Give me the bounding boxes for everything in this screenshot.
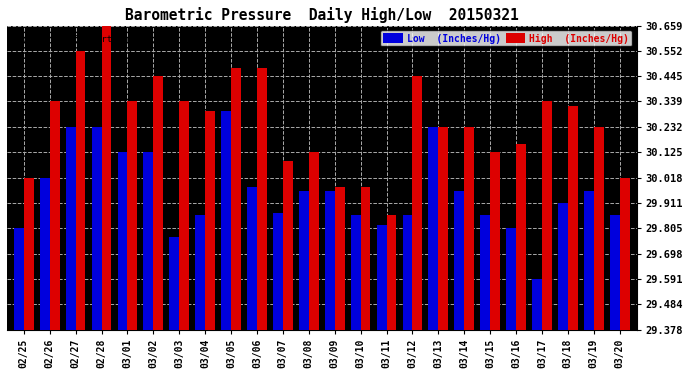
Bar bbox=[620, 178, 629, 330]
Legend: Low  (Inches/Hg), High  (Inches/Hg): Low (Inches/Hg), High (Inches/Hg) bbox=[380, 30, 631, 46]
Bar bbox=[464, 127, 474, 330]
Bar bbox=[516, 144, 526, 330]
Bar bbox=[455, 192, 464, 330]
Bar bbox=[23, 178, 34, 330]
Bar bbox=[257, 68, 267, 330]
Bar bbox=[14, 228, 23, 330]
Bar bbox=[247, 187, 257, 330]
Bar bbox=[438, 127, 449, 330]
Bar bbox=[506, 228, 516, 330]
Bar bbox=[594, 127, 604, 330]
Bar bbox=[558, 203, 568, 330]
Bar bbox=[325, 192, 335, 330]
Bar bbox=[584, 192, 594, 330]
Bar bbox=[205, 111, 215, 330]
Bar bbox=[66, 127, 76, 330]
Bar bbox=[542, 102, 552, 330]
Bar bbox=[153, 76, 163, 330]
Bar bbox=[413, 76, 422, 330]
Bar bbox=[195, 215, 205, 330]
Bar bbox=[428, 127, 438, 330]
Bar bbox=[361, 187, 371, 330]
Bar bbox=[273, 213, 283, 330]
Bar bbox=[179, 102, 189, 330]
Bar bbox=[128, 102, 137, 330]
Bar bbox=[169, 237, 179, 330]
Bar bbox=[299, 192, 309, 330]
Bar bbox=[144, 152, 153, 330]
Bar bbox=[283, 160, 293, 330]
Bar bbox=[335, 187, 344, 330]
Bar bbox=[402, 215, 413, 330]
Bar bbox=[377, 225, 386, 330]
Bar bbox=[221, 111, 231, 330]
Bar bbox=[50, 102, 59, 330]
Bar bbox=[231, 68, 241, 330]
Bar bbox=[386, 215, 396, 330]
Bar bbox=[101, 26, 111, 330]
Bar bbox=[490, 152, 500, 330]
Text: Copyright 2015 Cartronics.com: Copyright 2015 Cartronics.com bbox=[10, 34, 166, 44]
Bar bbox=[568, 106, 578, 330]
Bar bbox=[76, 51, 86, 330]
Bar bbox=[40, 178, 50, 330]
Bar bbox=[351, 215, 361, 330]
Title: Barometric Pressure  Daily High/Low  20150321: Barometric Pressure Daily High/Low 20150… bbox=[125, 7, 519, 23]
Bar bbox=[532, 279, 542, 330]
Bar bbox=[309, 152, 319, 330]
Bar bbox=[480, 215, 490, 330]
Bar bbox=[117, 152, 128, 330]
Bar bbox=[610, 215, 620, 330]
Bar bbox=[92, 127, 101, 330]
